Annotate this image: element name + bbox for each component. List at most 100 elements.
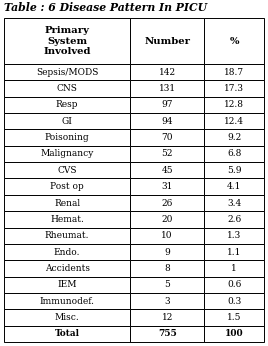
Text: GI: GI	[62, 117, 72, 126]
Bar	[4, 276, 130, 293]
Bar	[204, 18, 264, 64]
Text: Accidents: Accidents	[44, 264, 90, 273]
Bar	[130, 195, 204, 211]
Bar	[204, 260, 264, 276]
Text: 142: 142	[159, 68, 176, 77]
Bar	[130, 309, 204, 326]
Text: 1.1: 1.1	[227, 247, 241, 256]
Bar	[130, 179, 204, 195]
Bar	[4, 80, 130, 97]
Text: 12: 12	[161, 313, 173, 322]
Bar	[204, 293, 264, 309]
Bar	[204, 129, 264, 146]
Text: 3.4: 3.4	[227, 199, 241, 208]
Text: 1.3: 1.3	[227, 231, 241, 240]
Bar	[130, 326, 204, 342]
Text: Table : 6 Disease Pattern In PICU: Table : 6 Disease Pattern In PICU	[4, 2, 207, 13]
Bar	[130, 293, 204, 309]
Bar	[4, 195, 130, 211]
Bar	[130, 113, 204, 129]
Bar	[4, 293, 130, 309]
Text: Total: Total	[55, 329, 80, 338]
Text: 26: 26	[161, 199, 173, 208]
Bar	[4, 244, 130, 260]
Bar	[204, 276, 264, 293]
Text: 45: 45	[161, 166, 173, 175]
Text: 9: 9	[164, 247, 170, 256]
Bar	[204, 113, 264, 129]
Bar	[130, 146, 204, 162]
Text: 2.6: 2.6	[227, 215, 241, 224]
Text: 131: 131	[159, 84, 176, 93]
Bar	[130, 80, 204, 97]
Bar	[130, 64, 204, 80]
Text: 1.5: 1.5	[227, 313, 241, 322]
Text: Rheumat.: Rheumat.	[45, 231, 89, 240]
Bar	[4, 228, 130, 244]
Bar	[4, 18, 130, 64]
Text: 100: 100	[225, 329, 243, 338]
Text: 3: 3	[164, 297, 170, 306]
Text: 18.7: 18.7	[224, 68, 244, 77]
Bar	[4, 309, 130, 326]
Text: Post op: Post op	[50, 182, 84, 191]
Bar	[130, 211, 204, 228]
Bar	[204, 211, 264, 228]
Bar	[204, 97, 264, 113]
Text: Endo.: Endo.	[54, 247, 80, 256]
Text: Number: Number	[144, 36, 190, 46]
Bar	[204, 146, 264, 162]
Bar	[204, 64, 264, 80]
Bar	[130, 129, 204, 146]
Text: 6.8: 6.8	[227, 149, 241, 158]
Bar	[204, 309, 264, 326]
Bar	[130, 18, 204, 64]
Text: 31: 31	[161, 182, 173, 191]
Text: 52: 52	[161, 149, 173, 158]
Text: 12.8: 12.8	[224, 100, 244, 109]
Bar	[4, 113, 130, 129]
Bar	[204, 228, 264, 244]
Text: 12.4: 12.4	[224, 117, 244, 126]
Bar	[4, 146, 130, 162]
Text: Malignancy: Malignancy	[40, 149, 94, 158]
Bar	[4, 179, 130, 195]
Bar	[4, 64, 130, 80]
Text: 70: 70	[161, 133, 173, 142]
Text: CVS: CVS	[57, 166, 77, 175]
Bar	[130, 228, 204, 244]
Text: 17.3: 17.3	[224, 84, 244, 93]
Text: Misc.: Misc.	[55, 313, 79, 322]
Text: 97: 97	[161, 100, 173, 109]
Bar	[4, 326, 130, 342]
Text: Sepsis/MODS: Sepsis/MODS	[36, 68, 98, 77]
Text: 8: 8	[164, 264, 170, 273]
Text: Renal: Renal	[54, 199, 80, 208]
Bar	[204, 179, 264, 195]
Text: %: %	[229, 36, 239, 46]
Bar	[130, 97, 204, 113]
Bar	[204, 326, 264, 342]
Text: CNS: CNS	[57, 84, 77, 93]
Text: Primary
System
Involved: Primary System Involved	[43, 26, 91, 56]
Text: 755: 755	[158, 329, 177, 338]
Text: 4.1: 4.1	[227, 182, 241, 191]
Text: 20: 20	[161, 215, 173, 224]
Bar	[4, 211, 130, 228]
Text: IEM: IEM	[57, 280, 77, 289]
Text: Poisoning: Poisoning	[45, 133, 89, 142]
Text: 9.2: 9.2	[227, 133, 241, 142]
Text: 0.3: 0.3	[227, 297, 241, 306]
Bar	[204, 162, 264, 179]
Text: Immunodef.: Immunodef.	[40, 297, 95, 306]
Bar	[204, 244, 264, 260]
Bar	[4, 129, 130, 146]
Bar	[4, 260, 130, 276]
Bar	[130, 244, 204, 260]
Bar	[204, 195, 264, 211]
Text: 94: 94	[161, 117, 173, 126]
Text: Hemat.: Hemat.	[50, 215, 84, 224]
Bar	[130, 260, 204, 276]
Text: 5.9: 5.9	[227, 166, 241, 175]
Text: Resp: Resp	[56, 100, 78, 109]
